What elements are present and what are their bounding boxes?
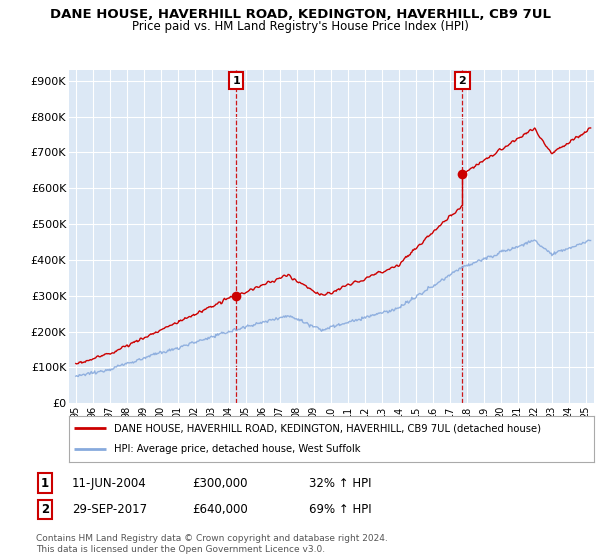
Text: HPI: Average price, detached house, West Suffolk: HPI: Average price, detached house, West… (113, 445, 360, 455)
Text: £300,000: £300,000 (192, 477, 248, 490)
Text: DANE HOUSE, HAVERHILL ROAD, KEDINGTON, HAVERHILL, CB9 7UL: DANE HOUSE, HAVERHILL ROAD, KEDINGTON, H… (49, 8, 551, 21)
Text: 2: 2 (41, 503, 49, 516)
Text: 11-JUN-2004: 11-JUN-2004 (72, 477, 147, 490)
Text: 2: 2 (458, 76, 466, 86)
Text: Contains HM Land Registry data © Crown copyright and database right 2024.: Contains HM Land Registry data © Crown c… (36, 534, 388, 543)
Text: 29-SEP-2017: 29-SEP-2017 (72, 503, 147, 516)
Bar (236, 70, 463, 403)
Text: 32% ↑ HPI: 32% ↑ HPI (309, 477, 371, 490)
Text: 69% ↑ HPI: 69% ↑ HPI (309, 503, 371, 516)
Text: Price paid vs. HM Land Registry's House Price Index (HPI): Price paid vs. HM Land Registry's House … (131, 20, 469, 33)
Text: This data is licensed under the Open Government Licence v3.0.: This data is licensed under the Open Gov… (36, 545, 325, 554)
Text: 1: 1 (232, 76, 240, 86)
Text: DANE HOUSE, HAVERHILL ROAD, KEDINGTON, HAVERHILL, CB9 7UL (detached house): DANE HOUSE, HAVERHILL ROAD, KEDINGTON, H… (113, 423, 541, 433)
Text: 1: 1 (41, 477, 49, 490)
Text: £640,000: £640,000 (192, 503, 248, 516)
